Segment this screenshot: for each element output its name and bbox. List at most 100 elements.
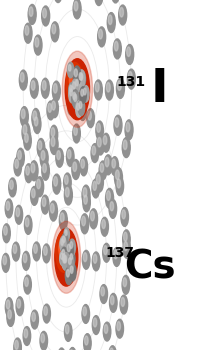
Ellipse shape (73, 91, 80, 109)
Ellipse shape (82, 216, 86, 226)
Ellipse shape (59, 210, 67, 230)
Ellipse shape (97, 138, 101, 147)
Ellipse shape (128, 71, 132, 81)
Ellipse shape (43, 244, 50, 263)
Ellipse shape (120, 295, 128, 314)
Ellipse shape (42, 161, 49, 180)
Ellipse shape (8, 310, 11, 319)
Ellipse shape (5, 199, 13, 218)
Ellipse shape (12, 242, 20, 261)
Ellipse shape (116, 177, 124, 196)
Ellipse shape (72, 160, 80, 180)
Ellipse shape (41, 150, 45, 160)
Ellipse shape (103, 135, 107, 145)
Ellipse shape (117, 81, 121, 90)
Ellipse shape (69, 258, 71, 265)
Ellipse shape (64, 228, 69, 241)
Ellipse shape (77, 103, 79, 110)
Ellipse shape (51, 99, 58, 118)
Ellipse shape (67, 62, 74, 78)
Ellipse shape (34, 35, 42, 55)
Ellipse shape (25, 164, 32, 183)
Ellipse shape (23, 125, 27, 134)
Ellipse shape (50, 125, 58, 144)
Ellipse shape (121, 298, 125, 307)
Ellipse shape (100, 163, 104, 172)
Ellipse shape (4, 226, 7, 235)
Ellipse shape (52, 101, 55, 110)
Ellipse shape (91, 211, 94, 221)
Ellipse shape (81, 159, 84, 168)
Text: 131: 131 (116, 75, 145, 89)
Ellipse shape (14, 157, 21, 176)
Ellipse shape (6, 201, 10, 210)
Ellipse shape (25, 278, 28, 287)
Ellipse shape (63, 236, 65, 243)
Ellipse shape (125, 120, 133, 140)
Ellipse shape (37, 179, 40, 189)
Ellipse shape (55, 229, 78, 286)
Ellipse shape (30, 78, 38, 98)
Ellipse shape (81, 89, 84, 96)
Ellipse shape (109, 346, 116, 350)
Ellipse shape (17, 299, 21, 308)
Ellipse shape (81, 214, 89, 234)
Ellipse shape (127, 69, 135, 89)
Ellipse shape (79, 102, 82, 108)
Ellipse shape (101, 287, 105, 296)
Ellipse shape (94, 80, 102, 100)
Ellipse shape (83, 193, 90, 212)
Ellipse shape (112, 0, 120, 3)
Ellipse shape (42, 197, 46, 206)
Ellipse shape (121, 208, 128, 226)
Ellipse shape (9, 178, 16, 197)
Ellipse shape (33, 111, 37, 120)
Ellipse shape (103, 322, 111, 341)
Ellipse shape (69, 86, 75, 103)
Ellipse shape (25, 133, 28, 142)
Ellipse shape (30, 161, 38, 181)
Ellipse shape (103, 243, 110, 262)
Ellipse shape (105, 80, 113, 100)
Ellipse shape (76, 79, 78, 86)
Ellipse shape (60, 237, 66, 252)
Ellipse shape (47, 101, 55, 120)
Ellipse shape (31, 163, 35, 173)
Ellipse shape (66, 270, 69, 277)
Ellipse shape (32, 313, 35, 321)
Ellipse shape (63, 257, 65, 263)
Ellipse shape (70, 266, 73, 273)
Ellipse shape (73, 162, 77, 172)
Ellipse shape (114, 168, 122, 188)
Ellipse shape (115, 118, 119, 127)
Ellipse shape (54, 0, 62, 2)
Ellipse shape (41, 78, 49, 98)
Ellipse shape (111, 157, 118, 176)
Ellipse shape (80, 157, 88, 176)
Ellipse shape (105, 157, 109, 167)
Ellipse shape (107, 191, 110, 201)
Ellipse shape (69, 239, 75, 256)
Ellipse shape (31, 310, 38, 329)
Ellipse shape (92, 316, 100, 335)
Ellipse shape (3, 224, 10, 243)
Ellipse shape (3, 256, 7, 265)
Ellipse shape (42, 80, 46, 90)
Ellipse shape (62, 254, 65, 261)
Ellipse shape (15, 205, 23, 224)
Ellipse shape (101, 217, 108, 236)
Ellipse shape (61, 247, 67, 261)
Ellipse shape (6, 300, 10, 309)
Ellipse shape (64, 185, 72, 205)
Ellipse shape (91, 144, 99, 162)
Ellipse shape (16, 208, 20, 217)
Ellipse shape (31, 80, 35, 90)
Ellipse shape (96, 175, 100, 184)
Ellipse shape (34, 117, 38, 126)
Ellipse shape (70, 85, 72, 91)
Ellipse shape (113, 39, 121, 59)
Ellipse shape (80, 73, 83, 80)
Ellipse shape (119, 5, 127, 25)
Ellipse shape (117, 322, 120, 331)
Ellipse shape (22, 122, 30, 142)
